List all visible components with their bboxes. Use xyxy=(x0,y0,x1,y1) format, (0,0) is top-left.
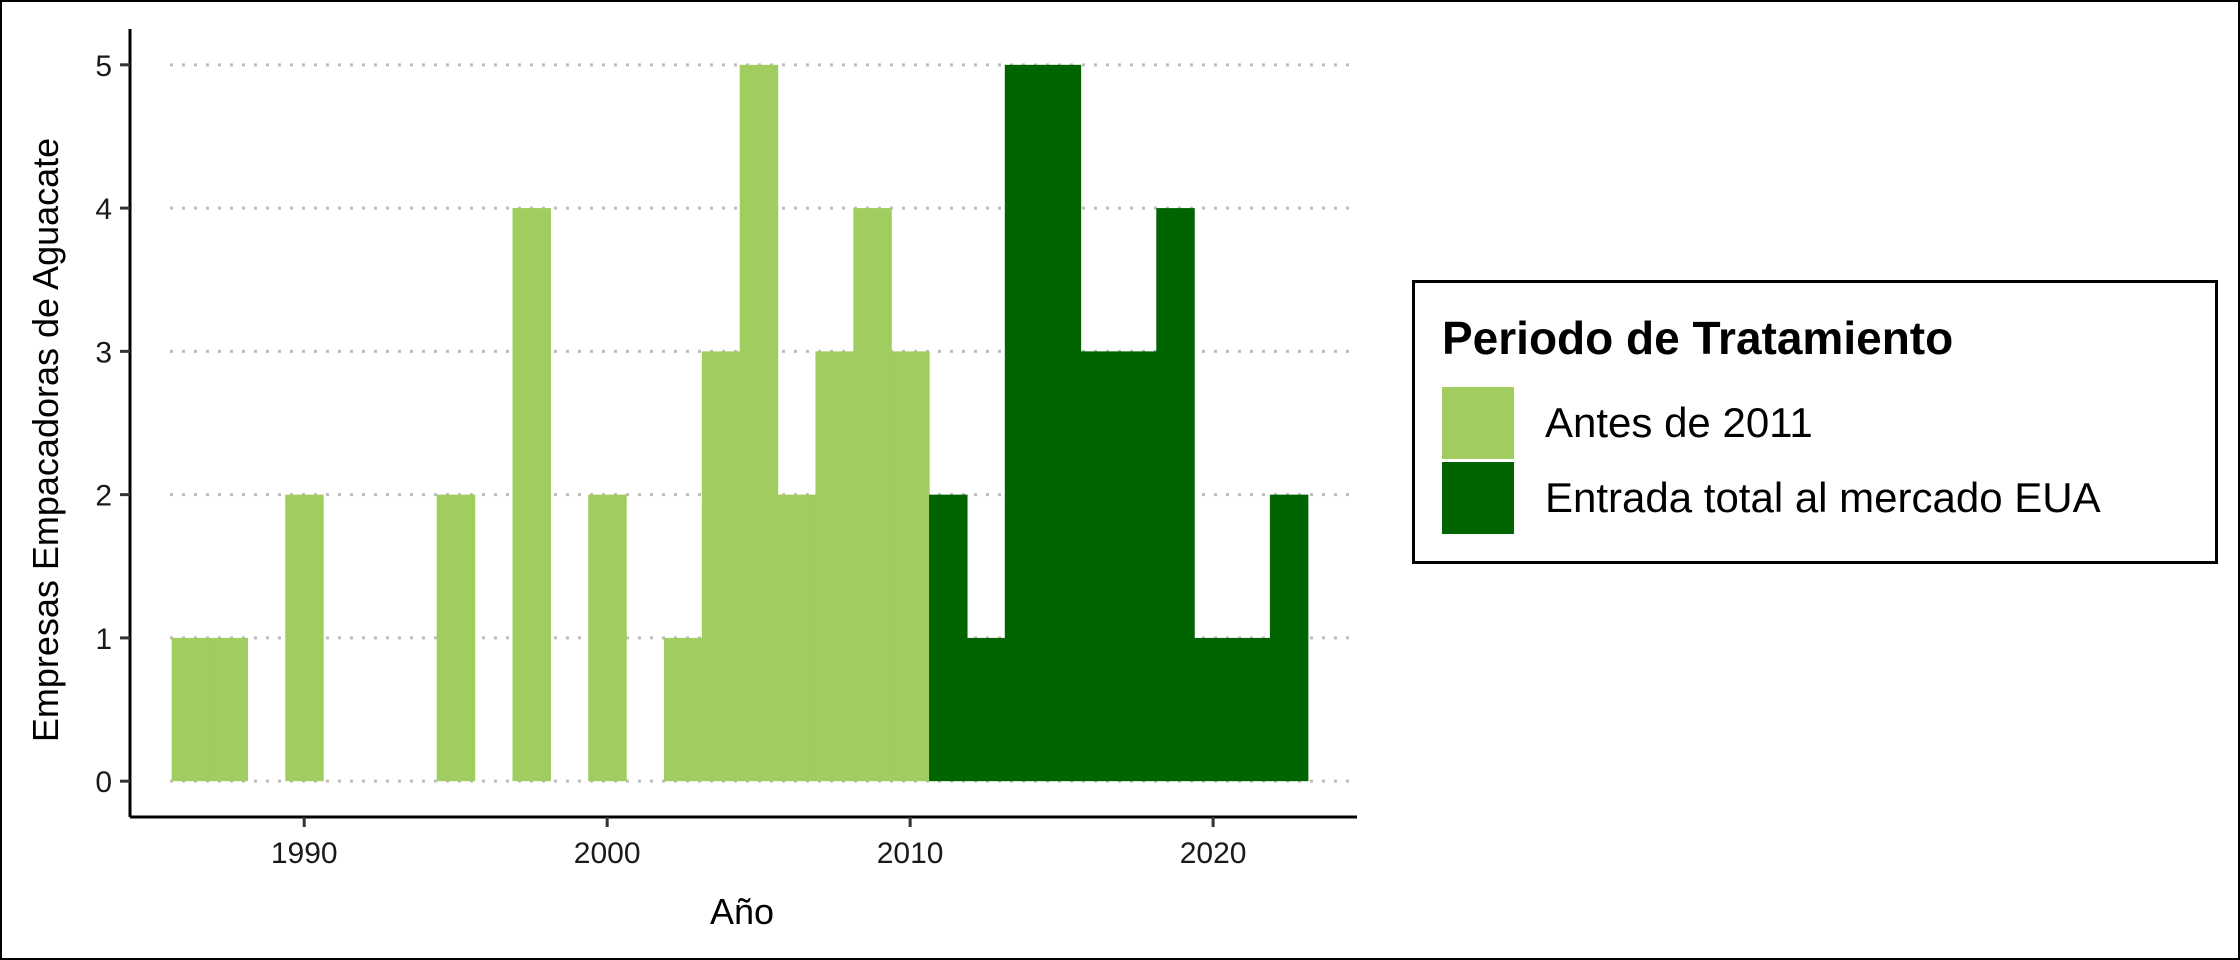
bar-antes-2011 xyxy=(777,494,817,782)
x-axis-title: Año xyxy=(710,891,774,932)
bar-entrada-total xyxy=(1194,637,1233,782)
legend-key-entrada-total xyxy=(1442,462,1514,534)
bar-antes-2011 xyxy=(171,637,211,782)
bar-antes-2011 xyxy=(588,494,627,782)
y-tick-label: 1 xyxy=(95,623,112,656)
legend-title: Periodo de Tratamiento xyxy=(1442,312,1954,364)
axes: 0 1 2 3 4 5 1990 2000 2010 2020 xyxy=(95,29,1357,870)
bar-entrada-total xyxy=(1004,64,1044,782)
legend-label-entrada-total: Entrada total al mercado EUA xyxy=(1545,474,2101,521)
bars xyxy=(171,64,1309,782)
bar-antes-2011 xyxy=(891,351,930,782)
legend-key-antes-2011 xyxy=(1442,387,1514,459)
bar-entrada-total xyxy=(1232,637,1271,782)
x-tick-label: 2020 xyxy=(1180,837,1247,870)
bar-entrada-total xyxy=(929,494,968,782)
bar-antes-2011 xyxy=(701,351,741,782)
legend-label-antes-2011: Antes de 2011 xyxy=(1545,399,1813,446)
bar-entrada-total xyxy=(1080,351,1120,782)
bar-entrada-total xyxy=(1156,208,1195,782)
bar-entrada-total xyxy=(1269,494,1309,782)
y-tick-label: 2 xyxy=(95,480,112,513)
bar-antes-2011 xyxy=(815,351,854,782)
bar-antes-2011 xyxy=(436,494,476,782)
y-axis-title: Empresas Empacadoras de Aguacate xyxy=(25,138,66,742)
bar-antes-2011 xyxy=(512,208,551,782)
x-tick-label: 1990 xyxy=(271,837,338,870)
y-tick-label: 4 xyxy=(95,193,112,226)
bar-antes-2011 xyxy=(209,637,248,782)
bar-antes-2011 xyxy=(739,64,779,782)
y-tick-label: 3 xyxy=(95,336,112,369)
legend-item-entrada-total: Entrada total al mercado EUA xyxy=(1442,462,2212,534)
legend: Periodo de Tratamiento Antes de 2011 Ent… xyxy=(1412,280,2218,564)
bar-antes-2011 xyxy=(663,637,703,782)
bar-entrada-total xyxy=(966,637,1006,782)
x-tick-label: 2000 xyxy=(574,837,641,870)
bar-entrada-total xyxy=(1118,351,1157,782)
bar-antes-2011 xyxy=(853,208,892,782)
legend-item-antes-2011: Antes de 2011 xyxy=(1442,387,2212,459)
bar-antes-2011 xyxy=(285,494,324,782)
y-tick-label: 0 xyxy=(95,766,112,799)
bar-entrada-total xyxy=(1042,64,1082,782)
y-tick-label: 5 xyxy=(95,50,112,83)
x-tick-label: 2010 xyxy=(877,837,944,870)
